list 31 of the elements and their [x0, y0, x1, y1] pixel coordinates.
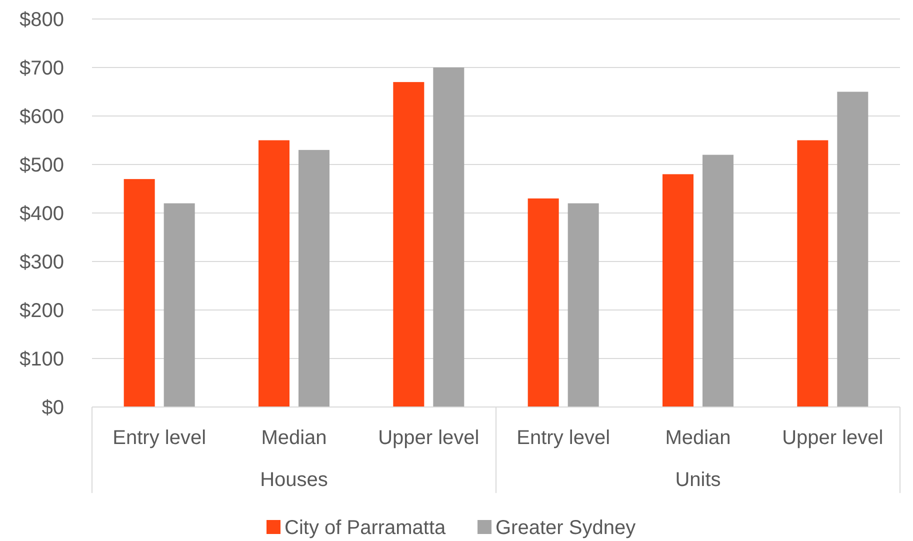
y-tick-label: $600	[20, 106, 64, 128]
text: Houses	[260, 469, 328, 491]
bar	[164, 203, 195, 407]
bar	[124, 179, 155, 407]
y-tick-label: $700	[20, 58, 64, 80]
legend-label: City of Parramatta	[284, 517, 447, 539]
x-tick-label: Upper level	[378, 427, 480, 449]
bar	[528, 198, 559, 407]
bar	[702, 154, 734, 407]
bar	[662, 174, 694, 407]
y-tick-label: $400	[20, 203, 64, 225]
bar	[797, 140, 828, 407]
y-tick-label: $0	[42, 397, 64, 419]
y-tick-label: $200	[20, 300, 64, 322]
x-tick-label: Upper level	[782, 427, 884, 449]
y-tick-label: $800	[20, 9, 64, 31]
x-tick-label: Median	[261, 427, 327, 449]
text: Units	[675, 469, 721, 491]
y-tick-label: $100	[20, 348, 64, 370]
x-tick-label: Median	[665, 427, 731, 449]
y-tick-label: $500	[20, 154, 64, 176]
legend-label: Greater Sydney	[496, 517, 636, 539]
x-tick-label: Entry level	[112, 427, 206, 449]
bar	[568, 203, 599, 407]
x-tick-label: Entry level	[516, 427, 610, 449]
bar	[258, 140, 290, 407]
y-tick-label: $300	[20, 252, 64, 274]
bar	[837, 92, 868, 407]
bar	[298, 150, 330, 407]
bar	[433, 68, 464, 407]
bar	[393, 82, 424, 407]
